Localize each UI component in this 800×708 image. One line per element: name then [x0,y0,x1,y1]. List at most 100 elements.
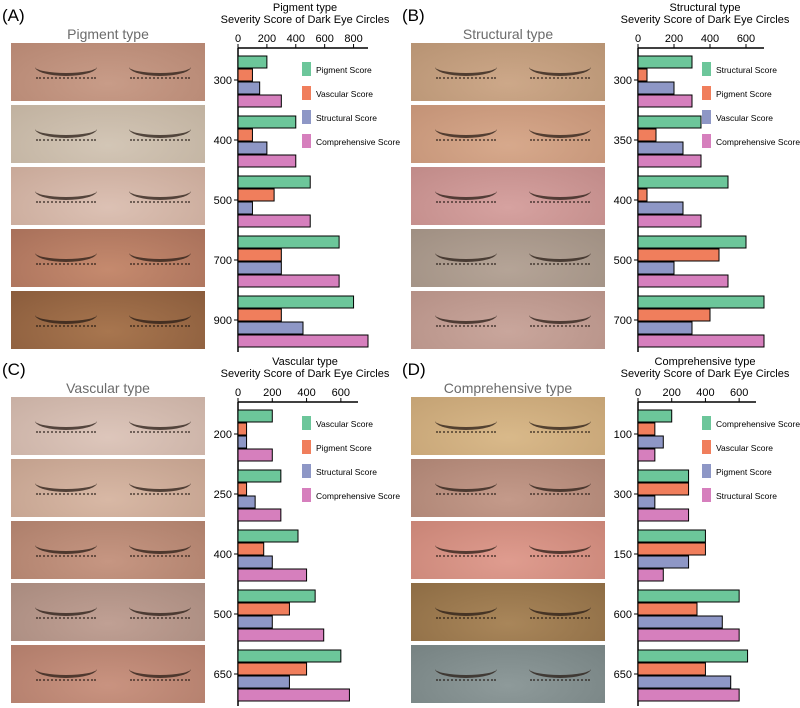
panel-label: (B) [402,6,425,25]
bar-chart: 0 200 400 600 100 300 150 600 650 Comprehensive S… [614,387,800,706]
y-tick-label: 700 [614,315,632,327]
x-tick-label: 0 [635,33,641,45]
bar-green [237,295,355,309]
bar-orange [637,542,706,556]
bar-orange [237,68,253,82]
bar-green [237,589,316,603]
bar-pink [237,154,297,168]
legend-swatch [302,440,311,454]
y-tick-label: 400 [214,549,232,561]
eye-photo [410,644,606,704]
closed-eye [529,249,591,262]
bar-orange [237,128,253,142]
bar-pink [637,508,690,522]
y-tick-label: 150 [614,549,632,561]
legend-swatch [302,488,311,502]
closed-eye [35,417,97,430]
closed-eye [529,417,591,430]
x-tick-label: 200 [665,33,683,45]
closed-eye [529,63,591,76]
legend-swatch [702,134,711,148]
closed-eye [129,187,191,200]
bar-pink [637,688,740,702]
x-tick-label: 0 [235,33,241,45]
closed-eye [435,665,497,678]
bar-green [237,529,299,543]
bar-orange [237,662,308,676]
chart-xlabel: Severity Score of Dark Eye Circles [620,368,790,380]
closed-eye [529,603,591,616]
bar-pink [237,628,325,642]
eyelashes [130,325,190,330]
panel-a: (A) Pigment type Pigment type Severity Scor… [0,0,400,354]
eyelashes [130,201,190,206]
closed-eye [35,541,97,554]
eyelashes [436,201,496,206]
eye-photo [410,228,606,288]
eyelashes [436,617,496,622]
legend-swatch [302,86,311,100]
y-tick-label: 250 [214,489,232,501]
bar-green [637,175,729,189]
legend-swatch [702,464,711,478]
eyelashes [530,431,590,436]
panel-label: (D) [402,360,426,379]
y-tick-label: 400 [614,195,632,207]
closed-eye [35,665,97,678]
panel-type-title: Pigment type [67,26,149,42]
bar-pink [237,94,282,108]
y-tick-label: 500 [214,195,232,207]
legend-label: Structural Score [716,65,777,75]
bar-chart: 0 200 400 600 300 350 400 500 700 Structural Scor… [614,33,800,352]
eyelashes [130,617,190,622]
bar-green [237,175,311,189]
eye-photo [410,104,606,164]
x-tick-label: 0 [635,387,641,399]
eyelashes [436,263,496,268]
closed-eye [129,125,191,138]
eyelashes [36,493,96,498]
bar-purple [637,321,693,335]
eye-photo [410,520,606,580]
bar-green [237,409,273,423]
eye-photo [10,644,206,704]
closed-eye [129,665,191,678]
bar-green [637,469,690,483]
eyelashes [36,77,96,82]
panel-type-title: Comprehensive type [443,380,573,396]
eyelashes [36,555,96,560]
y-tick-label: 650 [214,669,232,681]
legend-label: Comprehensive Score [316,491,400,501]
x-tick-label: 400 [696,387,714,399]
bar-purple [637,435,664,449]
legend-label: Structural Score [316,113,377,123]
closed-eye [435,541,497,554]
y-tick-label: 600 [614,609,632,621]
closed-eye [529,479,591,492]
bar-orange [237,422,248,436]
bar-purple [237,81,261,95]
panel-c: (C) Vascular type Vascular type Severity Sc… [0,354,400,708]
closed-eye [35,249,97,262]
chart-title: Pigment type Severity Score of Dark Eye C… [210,2,400,26]
bar-orange [637,68,648,82]
y-tick-label: 300 [214,75,232,87]
bar-pink [637,154,702,168]
bar-purple [237,675,290,689]
eyelashes [130,555,190,560]
panel-type-title: Structural type [462,26,554,42]
bar-pink [237,568,308,582]
legend-swatch [702,440,711,454]
legend-label: Pigment Score [316,443,372,453]
eyelashes [436,493,496,498]
x-tick-label: 200 [258,33,276,45]
bar-orange [637,482,690,496]
bar-purple [637,675,732,689]
chart-title: Comprehensive type Severity Score of Dark… [610,356,800,380]
bar-purple [637,615,723,629]
eyelashes [436,139,496,144]
chart-title-text: Structural type [669,2,741,14]
bar-purple [637,495,656,509]
closed-eye [435,311,497,324]
bar-purple [237,615,273,629]
